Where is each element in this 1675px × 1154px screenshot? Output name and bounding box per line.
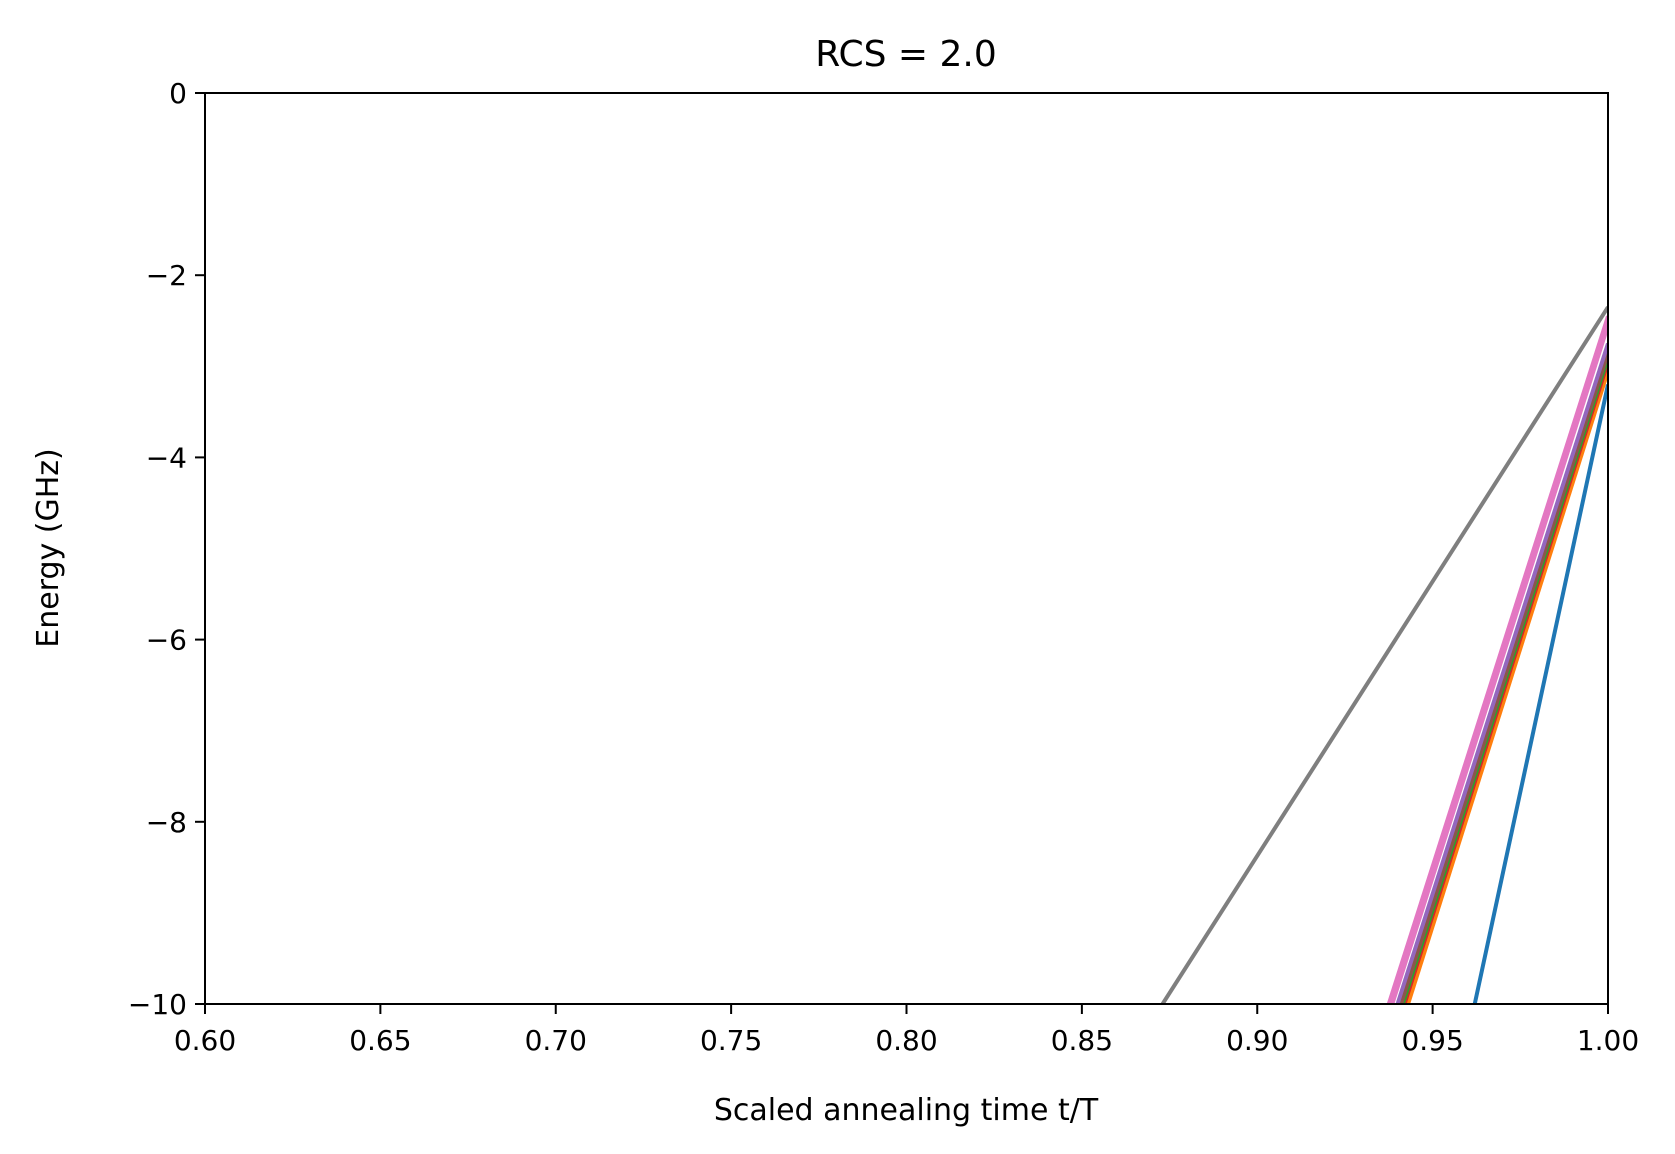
series-line-8	[1390, 324, 1608, 1004]
chart-title: RCS = 2.0	[815, 34, 997, 75]
y-tick-label: 0	[169, 77, 187, 110]
y-tick-label: −4	[146, 441, 187, 474]
y-tick-label: −2	[146, 259, 187, 292]
series-layer	[1160, 306, 1608, 1004]
x-tick-label: 0.85	[1051, 1024, 1113, 1057]
series-line-4	[1399, 352, 1608, 1004]
x-tick-label: 0.90	[1226, 1024, 1288, 1057]
x-axis: 0.60 0.65 0.70 0.75 0.80 0.85 0.90 0.95 1.00	[174, 1004, 1639, 1057]
y-axis: 0 −2 −4 −6 −8 −10	[128, 77, 205, 1021]
x-tick-label: 0.60	[174, 1024, 236, 1057]
series-line-6	[1160, 306, 1608, 1004]
x-tick-label: 0.70	[525, 1024, 587, 1057]
series-line-0	[1472, 384, 1608, 1004]
series-line-1	[1406, 370, 1608, 1004]
series-line-5	[1395, 342, 1608, 1004]
y-axis-label: Energy (GHz)	[31, 448, 66, 648]
x-tick-label: 0.80	[875, 1024, 937, 1057]
x-tick-label: 0.75	[700, 1024, 762, 1057]
y-tick-label: −10	[128, 988, 187, 1021]
x-tick-label: 1.00	[1577, 1024, 1639, 1057]
y-tick-label: −8	[146, 806, 187, 839]
x-axis-label: Scaled annealing time t/T	[714, 1093, 1099, 1128]
series-line-7	[1386, 315, 1608, 1004]
x-tick-label: 0.65	[349, 1024, 411, 1057]
y-tick-label: −6	[146, 624, 187, 657]
x-tick-label: 0.95	[1401, 1024, 1463, 1057]
